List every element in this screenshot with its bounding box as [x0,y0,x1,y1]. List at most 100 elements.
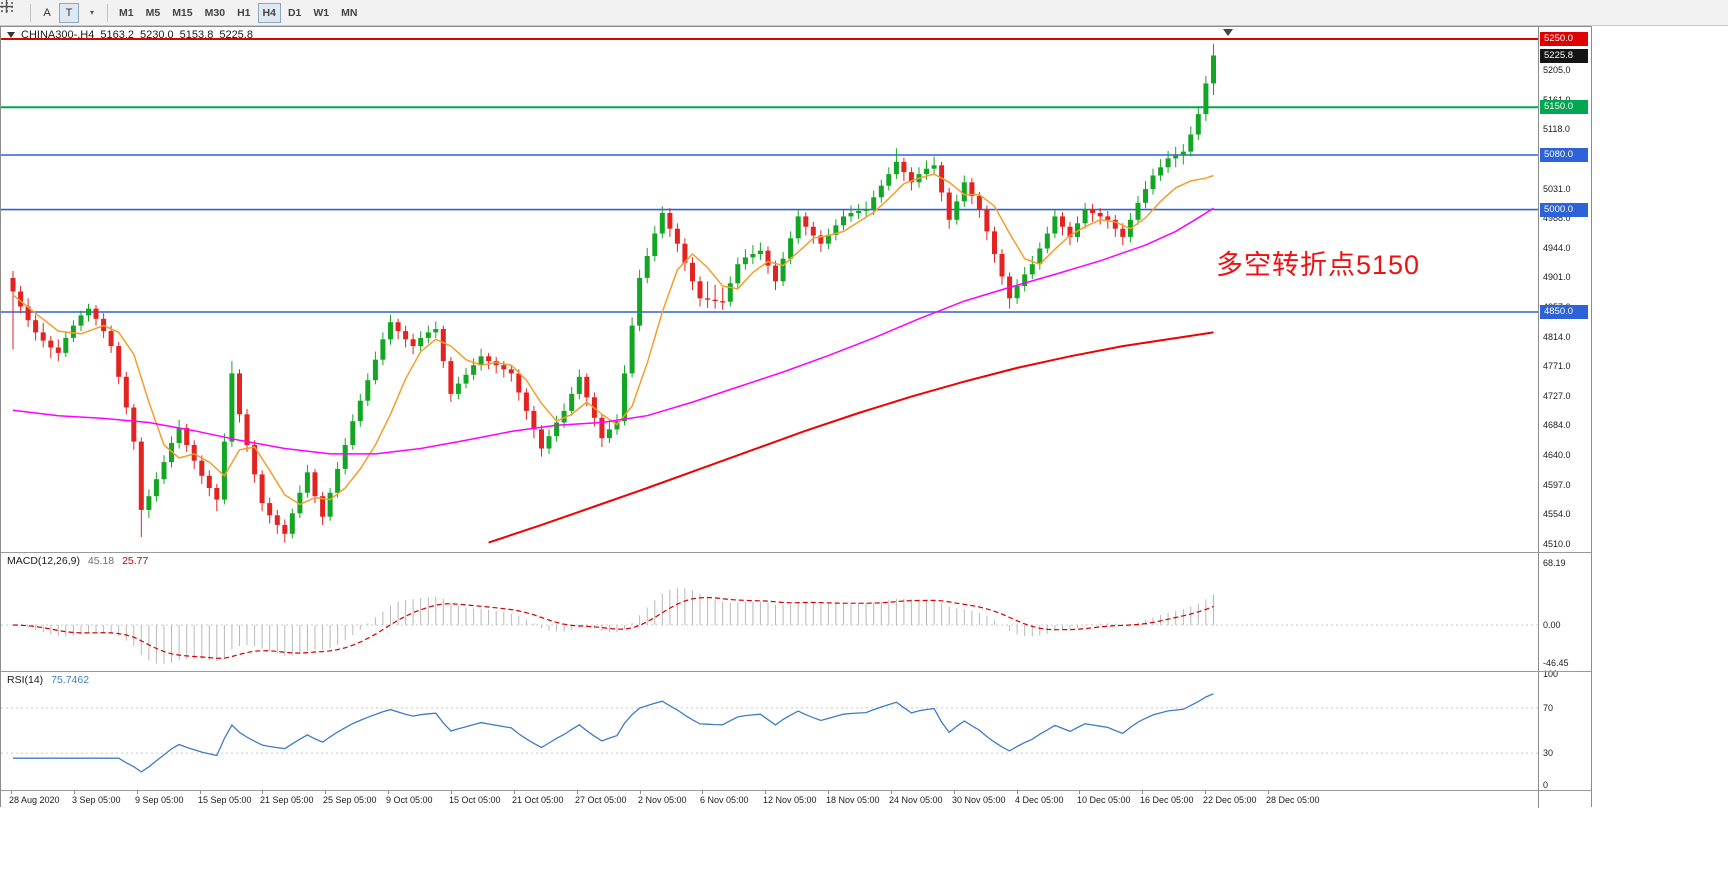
time-label: 15 Oct 05:00 [449,795,501,805]
text-t-tool-button[interactable]: T [59,2,79,23]
time-tick [74,791,75,794]
chart-close: 5225.8 [219,28,253,41]
price-tick: 5118.0 [1543,124,1570,134]
price-badge: 5250.0 [1540,32,1588,46]
chart-low: 5153.8 [179,28,214,41]
time-label: 21 Oct 05:00 [512,795,564,805]
time-tick [954,791,955,794]
time-tick [262,791,263,794]
toolbar-separator [30,3,31,22]
chart-workspace: CHINA300-,H4 5163.2 5230.0 5153.8 5225.8… [0,26,1593,808]
time-tick [137,791,138,794]
time-label: 4 Dec 05:00 [1015,795,1064,805]
time-tick [1079,791,1080,794]
candlestick-chart-svg [1,38,1538,544]
price-badge: 5150.0 [1540,100,1588,114]
timeframe-d1-button[interactable]: D1 [287,6,302,19]
time-label: 21 Sep 05:00 [260,795,314,805]
timeframe-m5-button[interactable]: M5 [145,6,161,19]
time-label: 2 Nov 05:00 [638,795,687,805]
time-tick [325,791,326,794]
time-label: 12 Nov 05:00 [763,795,817,805]
chart-annotation-text[interactable]: 多空转折点5150 [1216,250,1421,280]
price-tick: 5205.0 [1543,65,1571,75]
timeframe-mn-button[interactable]: MN [341,6,358,19]
timeframe-m15-button[interactable]: M15 [172,6,193,19]
time-axis[interactable]: 28 Aug 2020 3 Sep 05:00 9 Sep 05:00 15 Sep … [1,791,1591,807]
toolbar-separator [107,3,108,22]
chart-symbol: CHINA300-,H4 [21,28,95,41]
macd-pane[interactable]: MACD(12,26,9) 45.18 25.77 [1,553,1538,670]
rsi-pane[interactable]: RSI(14) 75.7462 [1,672,1538,789]
timeframe-w1-button[interactable]: W1 [313,6,330,19]
text-a-tool-button[interactable]: A [43,6,51,19]
macd-label: MACD(12,26,9) 45.18 25.77 [7,555,153,567]
price-badge: 5000.0 [1540,203,1588,217]
rsi-axis-label: 0 [1543,780,1549,790]
price-tick: 4684.0 [1543,420,1571,430]
price-axis[interactable]: 5205.05161.05118.05074.05031.04988.04944… [1538,27,1593,808]
time-label: 27 Oct 05:00 [575,795,627,805]
time-label: 24 Nov 05:00 [889,795,943,805]
time-tick [514,791,515,794]
time-tick [451,791,452,794]
chart-title: CHINA300-,H4 5163.2 5230.0 5153.8 5225.8 [7,28,253,41]
macd-value-main: 45.18 [87,555,115,567]
time-tick [1205,791,1206,794]
time-label: 9 Sep 05:00 [135,795,184,805]
macd-axis-label: 0.00 [1543,620,1561,630]
timeframe-m1-button[interactable]: M1 [119,6,134,19]
price-tick: 4597.0 [1543,480,1571,490]
rsi-axis-label: 100 [1543,669,1559,679]
time-tick [11,791,12,794]
price-tick: 4901.0 [1543,272,1571,282]
price-tick: 4814.0 [1543,332,1571,342]
chevron-down-icon: ▾ [89,8,94,17]
crosshair-tool-button[interactable]: ▾ [0,0,101,23]
time-tick [702,791,703,794]
macd-value-signal: 25.77 [122,555,149,567]
time-tick [388,791,389,794]
time-tick [1017,791,1018,794]
rsi-axis-label: 70 [1543,703,1554,713]
time-label: 16 Dec 05:00 [1140,795,1194,805]
time-tick [577,791,578,794]
rsi-chart-svg [1,693,1538,773]
pane-separator[interactable] [1,671,1591,672]
macd-chart-svg [1,587,1538,664]
time-tick [765,791,766,794]
chart-shift-marker-icon[interactable] [1223,29,1233,36]
timeframe-group: M1 M5 M15 M30 H1 H4 D1 W1 MN [113,2,363,23]
rsi-axis-label: 30 [1543,748,1554,758]
price-tick: 4988.0 [1543,213,1571,223]
main-chart-pane[interactable]: CHINA300-,H4 5163.2 5230.0 5153.8 5225.8… [1,27,1538,552]
time-label: 22 Dec 05:00 [1203,795,1257,805]
chart-open: 5163.2 [100,28,135,41]
price-badge: 5225.8 [1540,49,1588,63]
time-label: 25 Sep 05:00 [323,795,377,805]
price-tick: 4727.0 [1543,391,1571,401]
pane-separator[interactable] [1,552,1591,553]
time-tick [1268,791,1269,794]
time-label: 28 Dec 05:00 [1266,795,1320,805]
price-badge: 4850.0 [1540,305,1588,319]
timeframe-h4-button[interactable]: H4 [257,2,281,23]
time-tick [640,791,641,794]
chart-high: 5230.0 [140,28,174,41]
toolbar: A T ▾ M1 M5 M15 M30 H1 H4 D1 W1 MN [0,0,1728,26]
price-tick: 4771.0 [1543,361,1571,371]
macd-axis-label: 68.19 [1543,558,1566,568]
time-tick [891,791,892,794]
time-label: 30 Nov 05:00 [952,795,1006,805]
rsi-name: RSI(14) [7,674,44,686]
price-badge: 5080.0 [1540,148,1588,162]
time-label: 18 Nov 05:00 [826,795,880,805]
time-tick [200,791,201,794]
time-tick [828,791,829,794]
symbol-marker-icon[interactable] [7,31,15,38]
price-tick: 4510.0 [1543,539,1571,549]
price-tick: 4944.0 [1543,243,1571,253]
timeframe-m30-button[interactable]: M30 [204,6,226,19]
timeframe-h1-button[interactable]: H1 [237,6,251,19]
price-tick: 4640.0 [1543,450,1571,460]
